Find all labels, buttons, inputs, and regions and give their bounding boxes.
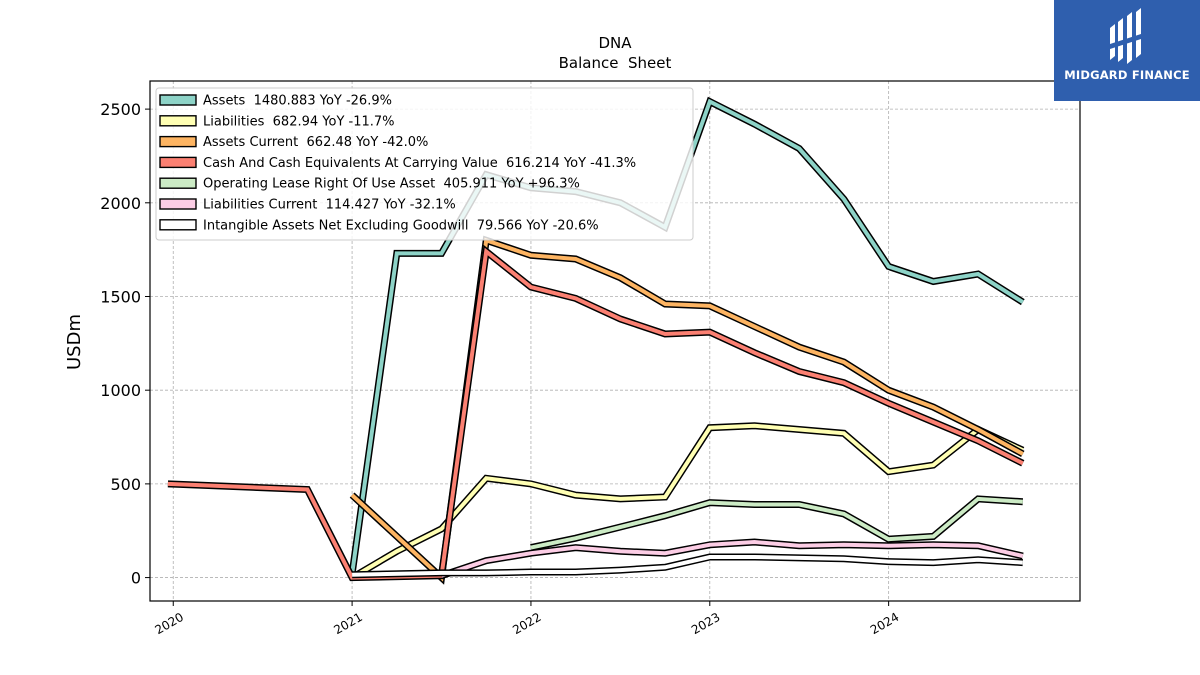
midgard-finance-logo: MIDGARD FINANCE: [1054, 0, 1200, 101]
series-line-stroke: [167, 247, 1024, 580]
y-tick-label: 2500: [100, 100, 141, 119]
chart-title: DNA: [598, 34, 632, 52]
legend-swatch: [159, 115, 197, 127]
legend-swatch: [159, 177, 197, 189]
legend-entry: Assets 1480.883 YoY -26.9%: [203, 94, 392, 109]
series-line-stroke: [530, 496, 1023, 550]
legend-swatch: [159, 94, 197, 106]
series-line: [167, 244, 1025, 582]
series-line: [440, 538, 1024, 580]
series-line: [350, 422, 1025, 581]
legend-entry: Cash And Cash Equivalents At Carrying Va…: [203, 156, 636, 171]
legend-entry: Intangible Assets Net Excluding Goodwill…: [203, 218, 599, 233]
series-line: [352, 553, 1024, 579]
legend-entry: Liabilities Current 114.427 YoY -32.1%: [203, 198, 456, 213]
y-tick-label: 500: [110, 475, 141, 494]
series-line-stroke: [352, 555, 1023, 577]
chart-subtitle: Balance Sheet: [559, 54, 672, 72]
y-tick-label: 2000: [100, 194, 141, 213]
legend-entry: Operating Lease Right Of Use Asset 405.9…: [203, 177, 580, 192]
x-tick-label: 2024: [868, 610, 901, 637]
legend-swatch: [159, 219, 197, 231]
logo-mark-icon: [1110, 8, 1141, 64]
legend-swatch: [159, 135, 197, 148]
y-tick-label: 0: [131, 569, 141, 588]
x-tick-label: 2022: [510, 610, 543, 637]
legend-entry: Liabilities 682.94 YoY -11.7%: [203, 114, 395, 129]
x-tick-label: 2020: [153, 610, 186, 637]
series-line-outline: [167, 244, 1025, 582]
y-axis-label: USDm: [64, 314, 85, 370]
legend-box: [155, 87, 694, 241]
series-line-stroke: [350, 237, 1024, 582]
logo-text: MIDGARD FINANCE: [1064, 68, 1190, 82]
series-line-outline: [349, 235, 1025, 585]
series-line: [349, 235, 1025, 585]
y-tick-label: 1500: [100, 287, 141, 306]
legend-swatch: [159, 156, 197, 169]
series-lines: [167, 96, 1025, 585]
series-line: [530, 495, 1024, 552]
plot-frame: [149, 80, 1081, 602]
y-tick-label: 1000: [100, 381, 141, 400]
legend-swatch: [159, 198, 197, 210]
series-line-stroke: [440, 539, 1024, 578]
series-line-stroke: [351, 423, 1024, 580]
legend-entry: Assets Current 662.48 YoY -42.0%: [203, 135, 428, 150]
x-tick-label: 2021: [331, 610, 364, 637]
legend: Assets 1480.883 YoY -26.9% Liabilities 68…: [155, 87, 694, 241]
x-tick-label: 2023: [689, 610, 722, 637]
